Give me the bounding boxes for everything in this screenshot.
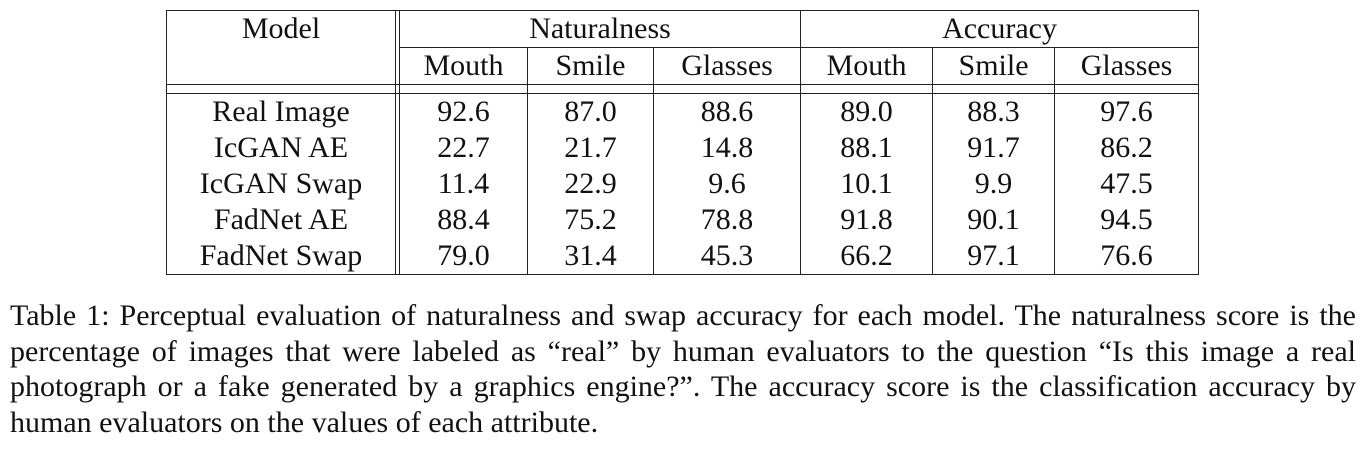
cell-accuracy-mouth: 88.1 xyxy=(800,130,933,166)
cell-accuracy-mouth: 66.2 xyxy=(800,238,933,275)
results-table-container: Model Naturalness Accuracy Mouth Smile G… xyxy=(166,10,1200,275)
cell-accuracy-glasses: 47.5 xyxy=(1054,166,1200,202)
cell-naturalness-mouth: 11.4 xyxy=(437,167,490,200)
table-row: IcGAN Swap 11.4 22.9 9.6 10.1 9.9 47.5 xyxy=(166,166,1200,202)
cell-naturalness-smile: 21.7 xyxy=(527,130,654,166)
cell-accuracy-smile: 9.9 xyxy=(932,166,1055,202)
cell-naturalness-smile: 31.4 xyxy=(527,238,654,275)
model-header-spacer xyxy=(166,47,396,85)
cell-naturalness-smile: 87.0 xyxy=(527,93,654,130)
row-model-name: IcGAN AE xyxy=(166,130,396,166)
row-double-rule xyxy=(395,93,400,130)
subheader-naturalness-smile: Smile xyxy=(527,47,654,85)
table-body: Real Image 92.6 87.0 88.6 89.0 88.3 97.6… xyxy=(166,93,1200,275)
group-header-naturalness: Naturalness xyxy=(399,10,801,48)
cell-accuracy-glasses: 86.2 xyxy=(1054,130,1200,166)
cell-naturalness-glasses: 9.6 xyxy=(652,166,801,202)
cell-naturalness-glasses: 14.8 xyxy=(652,130,801,166)
cell-naturalness-mouth: 79.0 xyxy=(399,238,528,275)
row-double-rule xyxy=(395,202,400,238)
cell-accuracy-glasses: 94.5 xyxy=(1054,202,1200,238)
cell-accuracy-smile: 97.1 xyxy=(932,238,1055,275)
cell-naturalness-smile: 75.2 xyxy=(527,202,654,238)
model-column-header: Model xyxy=(166,10,396,48)
cell-naturalness-glasses: 45.3 xyxy=(652,238,801,275)
header-double-rule-lower xyxy=(395,47,400,85)
row-model-name: IcGAN Swap xyxy=(166,166,396,202)
cell-accuracy-mouth: 89.0 xyxy=(800,93,933,130)
table-row: FadNet Swap 79.0 31.4 45.3 66.2 97.1 76.… xyxy=(166,238,1200,275)
subcolumn-header-row: Mouth Smile Glasses Mouth Smile Glasses xyxy=(166,47,1200,85)
group-header-accuracy: Accuracy xyxy=(800,10,1200,48)
subheader-accuracy-glasses: Glasses xyxy=(1054,47,1200,85)
subheader-accuracy-smile: Smile xyxy=(932,47,1055,85)
table-caption: Table 1: Perceptual evaluation of natura… xyxy=(10,299,1356,439)
cell-naturalness-glasses: 88.6 xyxy=(652,93,801,130)
row-double-rule xyxy=(395,238,400,275)
cell-naturalness-mouth: 92.6 xyxy=(399,93,528,130)
row-model-name: Real Image xyxy=(166,93,396,130)
cell-accuracy-smile: 88.3 xyxy=(932,93,1055,130)
row-double-rule xyxy=(395,166,400,202)
cell-accuracy-glasses: 76.6 xyxy=(1054,238,1200,275)
cell-accuracy-mouth: 91.8 xyxy=(800,202,933,238)
group-header-row: Model Naturalness Accuracy xyxy=(166,10,1200,48)
cell-accuracy-glasses: 97.6 xyxy=(1054,93,1200,130)
row-double-rule xyxy=(395,130,400,166)
cell-naturalness-glasses: 78.8 xyxy=(652,202,801,238)
cell-accuracy-mouth: 10.1 xyxy=(800,166,933,202)
cell-accuracy-smile: 90.1 xyxy=(932,202,1055,238)
table-row: Real Image 92.6 87.0 88.6 89.0 88.3 97.6 xyxy=(166,93,1200,130)
header-body-gap xyxy=(166,84,1200,94)
subheader-naturalness-mouth: Mouth xyxy=(399,47,528,85)
header-double-rule xyxy=(395,10,400,48)
cell-naturalness-mouth: 22.7 xyxy=(437,131,490,164)
table-row: FadNet AE 88.4 75.2 78.8 91.8 90.1 94.5 xyxy=(166,202,1200,238)
subheader-naturalness-glasses: Glasses xyxy=(652,47,801,85)
row-model-name: FadNet AE xyxy=(166,202,396,238)
table-row: IcGAN AE 22.7 21.7 14.8 88.1 91.7 86.2 xyxy=(166,130,1200,166)
cell-accuracy-smile: 91.7 xyxy=(932,130,1055,166)
row-model-name: FadNet Swap xyxy=(166,238,396,275)
subheader-accuracy-mouth: Mouth xyxy=(800,47,933,85)
cell-naturalness-mouth: 88.4 xyxy=(437,203,490,236)
cell-naturalness-smile: 22.9 xyxy=(527,166,654,202)
perceptual-evaluation-table: Model Naturalness Accuracy Mouth Smile G… xyxy=(166,10,1200,275)
